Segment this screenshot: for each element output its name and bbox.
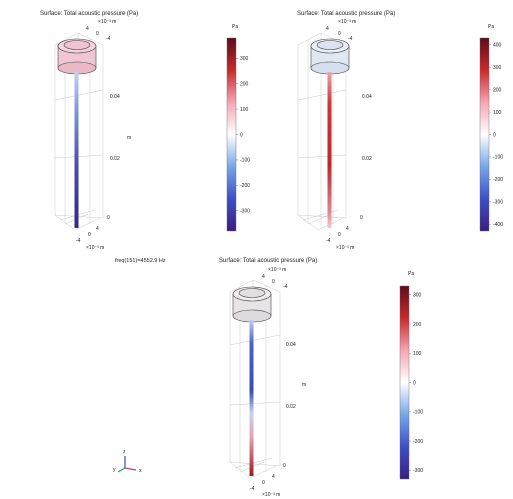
plot-3-bottom-tick-c: -4: [250, 486, 255, 492]
colorbar-tick-label: 100: [493, 110, 502, 116]
colorbar-tick-label: 300: [493, 65, 502, 71]
plot-3-z-tick-3: 0: [283, 463, 286, 469]
plot-3-title: Surface: Total acoustic pressure (Pa): [219, 258, 317, 264]
colorbar-tick-label: 0: [413, 380, 416, 386]
colorbar-tick-label: -300: [240, 208, 250, 214]
plot-1-top-tick-a: 4: [86, 26, 89, 32]
plot-2-bottom-tick-a: 4: [346, 226, 349, 232]
plot-3-bottom-tick-b: 0: [262, 480, 265, 486]
plot-2-bottom-tick-b: 0: [338, 232, 341, 238]
plot-3-z-label: m: [302, 382, 306, 388]
plot-1: Surface: Total acoustic pressure (Pa) ×1…: [40, 11, 250, 251]
plot-2-z-tick-2: 0.02: [362, 156, 372, 162]
colorbar-tick-label: -400: [493, 222, 503, 228]
colorbar-tick-label: 200: [240, 82, 249, 88]
plot-2-bottom-exponent: ×10⁻³ m: [336, 245, 354, 251]
colorbar-tick-label: 300: [240, 56, 249, 62]
plot-3-bottom-exponent: ×10⁻³ m: [262, 492, 280, 498]
plot-2-z-tick-1: 0.04: [362, 94, 372, 100]
plot-1-exponent: ×10⁻³ m: [98, 19, 116, 25]
plot-3-bottom-tick-a: 4: [272, 474, 275, 480]
plot-1-title: Surface: Total acoustic pressure (Pa): [40, 11, 138, 17]
colorbar-tick-label: 300: [413, 293, 422, 299]
plot-2-bottom-tick-c: -4: [326, 238, 331, 244]
plot-2-rod: [327, 72, 332, 228]
plot-3-top-tick-a: 4: [262, 274, 265, 280]
colorbar-tick-label: -300: [413, 468, 423, 474]
plot-1-top-tick-b: 0: [96, 31, 99, 37]
plot-2-exponent: ×10⁻³ m: [338, 19, 356, 25]
plot-3: freq(151)=4552.9 Hz Surface: Total acous…: [115, 258, 423, 498]
plot-3-cylinder: [232, 286, 272, 323]
plot-2-top-tick-c: -4: [348, 36, 353, 42]
plot-1-z-tick-2: 0.02: [110, 156, 120, 162]
plot-1-bottom-tick-b: 0: [88, 232, 91, 238]
plot-2-colorbar-ticks: 400 300 200 100 0 -100 -200 -300 -400: [489, 43, 503, 228]
colorbar-tick-label: 100: [240, 107, 249, 113]
plot-3-colorbar: [399, 285, 410, 480]
plot-3-colorbar-ticks: 300 200 100 0 -100 -200 -300: [409, 293, 423, 474]
plot-1-bottom-exponent: ×10⁻³ m: [86, 245, 104, 251]
plot-3-exponent: ×10⁻³ m: [268, 267, 286, 273]
colorbar-tick-label: -200: [240, 183, 250, 189]
colorbar-tick-label: 0: [240, 132, 243, 138]
plot-2-colorbar-unit: Pa: [488, 24, 494, 30]
colorbar-tick-label: -200: [493, 177, 503, 183]
plot-2-top-tick-a: 4: [326, 26, 329, 32]
plot-3-colorbar-unit: Pa: [408, 271, 414, 277]
plot-2: Surface: Total acoustic pressure (Pa) ×1…: [297, 11, 503, 251]
colorbar-tick-label: 100: [413, 351, 422, 357]
plot-1-cylinder: [57, 38, 97, 75]
plot-2-cylinder: [310, 38, 350, 75]
plot-1-z-tick-3: 0: [107, 215, 110, 221]
plot-3-top-tick-c: -4: [283, 284, 288, 290]
axes-triad: z y x: [113, 449, 142, 474]
plot-1-z-tick-1: 0.04: [110, 94, 120, 100]
plot-1-z-label: m: [127, 135, 131, 141]
colorbar-tick-label: -200: [413, 439, 423, 445]
colorbar-tick-label: 0: [493, 132, 496, 138]
colorbar-tick-label: -100: [493, 155, 503, 161]
triad-y-label: y: [113, 467, 116, 473]
plot-1-rod: [74, 72, 79, 228]
colorbar-tick-label: 200: [493, 87, 502, 93]
colorbar-tick-label: -300: [493, 200, 503, 206]
colorbar-tick-label: -100: [240, 158, 250, 164]
plot-1-colorbar: [226, 37, 237, 232]
plot-1-bottom-tick-a: 4: [96, 226, 99, 232]
triad-z-label: z: [123, 449, 126, 455]
plot-2-colorbar: [479, 37, 490, 232]
plot-1-top-tick-c: -4: [106, 36, 111, 42]
triad-x-label: x: [139, 468, 142, 474]
colorbar-tick-label: -100: [413, 410, 423, 416]
colorbar-tick-label: 400: [493, 43, 502, 49]
plot-1-colorbar-ticks: 300 200 100 0 -100 -200 -300: [236, 56, 250, 214]
plot-1-colorbar-unit: Pa: [232, 24, 238, 30]
colorbar-tick-label: 200: [413, 322, 422, 328]
plot-3-top-tick-b: 0: [272, 279, 275, 285]
plot-3-z-tick-2: 0.02: [286, 404, 296, 410]
plot-3-z-tick-1: 0.04: [286, 342, 296, 348]
plot-1-bottom-tick-c: -4: [76, 238, 81, 244]
freq-label: freq(151)=4552.9 Hz: [115, 258, 166, 264]
plot-2-title: Surface: Total acoustic pressure (Pa): [297, 11, 395, 17]
plot-2-z-tick-3: 0: [360, 215, 363, 221]
plot-2-top-tick-b: 0: [338, 31, 341, 37]
plot-3-rod: [249, 320, 254, 476]
